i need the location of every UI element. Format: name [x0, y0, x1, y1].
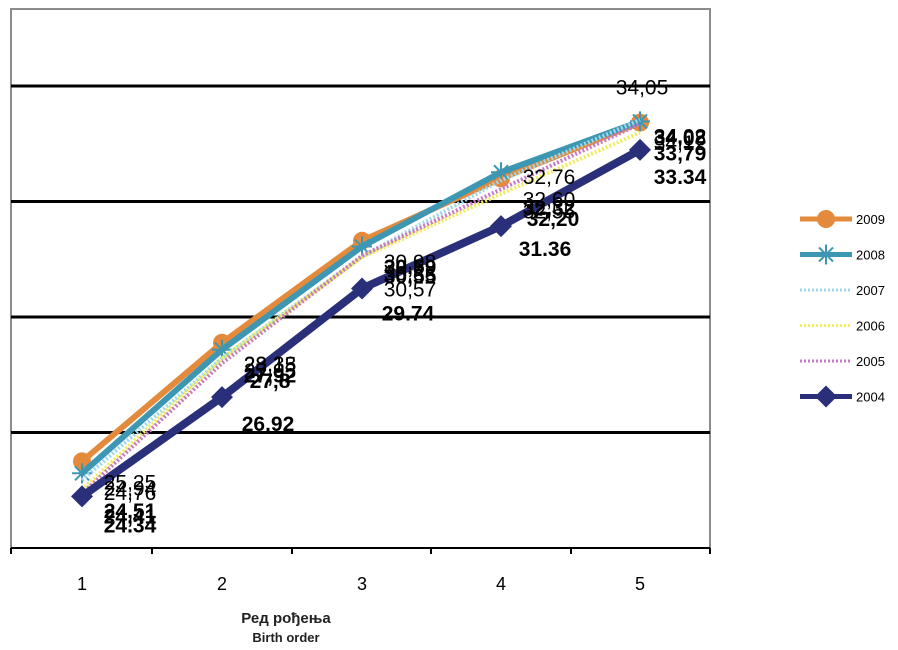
data-label: 24,94: [104, 477, 157, 500]
data-label: 32,76: [523, 166, 576, 189]
data-label: 33.34: [654, 166, 707, 189]
data-point: [211, 386, 233, 409]
data-label: 34,02: [654, 126, 707, 149]
legend-label: 2008: [856, 248, 885, 263]
legend-label: 2006: [856, 319, 885, 334]
data-point: [816, 244, 836, 265]
series-2006: [80, 130, 641, 492]
legend-entry-2006: 2006: [800, 319, 885, 334]
data-label: 29.74: [382, 303, 435, 326]
data-label: 30,59: [384, 256, 437, 279]
legend-label: 2005: [856, 354, 885, 369]
plot-area-frame: [10, 8, 711, 549]
legend-entry-2005: 2005: [800, 354, 885, 369]
data-label: 27,93: [244, 360, 297, 383]
data-point: [351, 277, 373, 300]
data-label: 30,83: [384, 263, 437, 286]
data-point: [71, 485, 93, 508]
data-label: 34,08: [654, 127, 707, 150]
series-line: [80, 130, 641, 492]
data-label: 27,8: [250, 370, 291, 393]
series-2005: [80, 121, 641, 496]
data-point: [72, 463, 92, 484]
data-label: 34,05: [616, 77, 669, 100]
x-tick-label: 3: [357, 574, 367, 594]
data-label: 31.36: [519, 238, 572, 261]
data-label: 32,32: [523, 197, 576, 220]
x-axis-subtitle: Birth order: [252, 630, 319, 645]
legend-entry-2009: 2009: [800, 210, 885, 228]
data-point: [352, 236, 372, 257]
data-label: 24,51: [104, 500, 157, 523]
series-2004: [71, 138, 651, 508]
data-label: 33,79: [654, 143, 707, 166]
series-line: [80, 121, 641, 496]
data-label: 30,98: [384, 251, 437, 274]
legend-label: 2007: [856, 283, 885, 298]
data-label: 30,55: [384, 265, 437, 288]
x-tick-label: 4: [496, 574, 506, 594]
x-tick-label: 2: [217, 574, 227, 594]
data-label: 24,76: [104, 482, 157, 505]
data-point: [629, 138, 651, 161]
legend-label: 2009: [856, 212, 885, 227]
legend-entry-2008: 2008: [800, 244, 885, 265]
data-point: [490, 215, 512, 238]
data-point: [815, 385, 837, 408]
series-2008: [72, 111, 650, 484]
data-label: 34,12: [654, 132, 707, 155]
data-label: 28,15: [244, 354, 297, 377]
data-label: 26.92: [242, 413, 295, 436]
data-label: 32,55: [523, 200, 576, 223]
data-label: 27,92: [244, 365, 297, 388]
x-tick-label: 5: [635, 574, 645, 594]
data-label: 28,33: [244, 353, 297, 376]
data-point: [212, 339, 232, 360]
legend-entry-2004: 2004: [800, 385, 885, 408]
x-tick-label: 1: [77, 574, 87, 594]
data-label: 24.34: [104, 514, 157, 537]
data-label: 30,57: [384, 279, 437, 302]
legend-label: 2004: [856, 390, 885, 405]
data-label: 32,20: [527, 208, 580, 231]
legend-entry-2007: 2007: [800, 283, 885, 298]
data-label: 25,25: [104, 471, 157, 494]
x-axis-title: Ред рођења: [241, 610, 331, 627]
data-label: 32,60: [523, 188, 576, 211]
data-point: [491, 162, 511, 183]
data-label: 24,41: [104, 506, 157, 529]
data-point: [817, 210, 835, 228]
